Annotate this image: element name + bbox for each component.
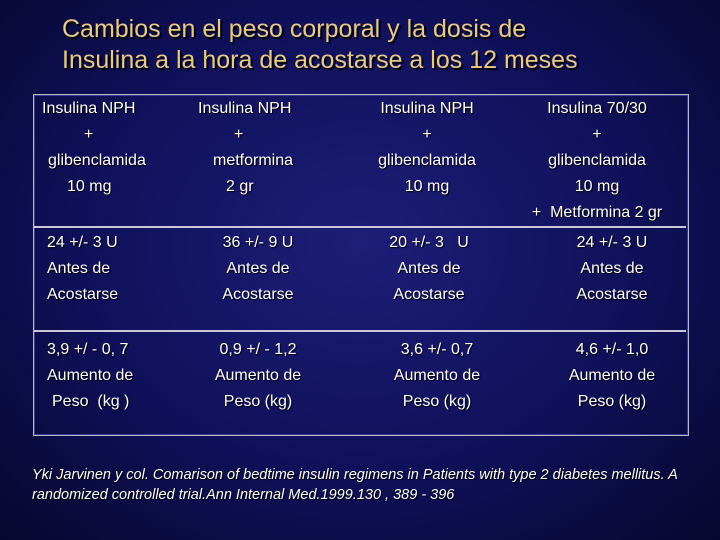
weight-label: Peso (kg) <box>577 393 647 410</box>
comparison-table <box>33 94 689 436</box>
citation: Yki Jarvinen y col. Comarison of bedtime… <box>32 467 678 503</box>
weight-label: Peso (kg ) <box>52 393 130 410</box>
header-col-1: Insulina NPH + glibenclamida 10 mg <box>42 96 146 200</box>
weight-label: Aumento de <box>393 367 481 384</box>
dose-label: Acostarse <box>222 286 294 303</box>
weight-cell-1: 3,9 +/ - 0, 7 Aumento de Peso (kg ) <box>47 337 133 415</box>
header-col-3: Insulina NPH + glibenclamida 10 mg <box>355 96 499 200</box>
row-divider <box>34 330 686 332</box>
dose-cell-4: 24 +/- 3 U Antes de Acostarse <box>560 230 664 308</box>
weight-cell-3: 3,6 +/- 0,7 Aumento de Peso (kg) <box>384 337 490 415</box>
dose-label: Acostarse <box>47 286 119 303</box>
dose-label: Acostarse <box>393 286 465 303</box>
weight-cell-4: 4,6 +/- 1,0 Aumento de Peso (kg) <box>560 337 664 415</box>
dose-value: 36 +/- 9 U <box>222 234 294 251</box>
dose-cell-2: 36 +/- 9 U Antes de Acostarse <box>210 230 306 308</box>
title-line-2: Insulina a la hora de acostarse a los 12… <box>62 46 578 74</box>
header-col-3-line-1: Insulina NPH <box>380 100 474 117</box>
weight-cell-2: 0,9 +/ - 1,2 Aumento de Peso (kg) <box>205 337 311 415</box>
weight-label: Aumento de <box>568 367 656 384</box>
header-col-2: Insulina NPH + metformina 2 gr <box>198 96 293 200</box>
header-col-3-line-4: 10 mg <box>404 178 450 195</box>
weight-label: Peso (kg) <box>223 393 293 410</box>
header-col-2-line-2: + <box>234 126 244 143</box>
header-col-4-line-2: + <box>592 126 602 143</box>
dose-cell-3: 20 +/- 3 U Antes de Acostarse <box>376 230 482 308</box>
header-col-2-line-4: 2 gr <box>226 178 254 195</box>
header-col-4-line-5: + Metformina 2 gr <box>531 204 663 221</box>
dose-label: Acostarse <box>576 286 648 303</box>
weight-label: Aumento de <box>214 367 302 384</box>
header-col-4-line-3: glibenclamida <box>548 152 646 169</box>
header-col-1-line-4: 10 mg <box>67 178 112 195</box>
title-line-1: Cambios en el peso corporal y la dosis d… <box>62 15 527 43</box>
header-col-2-line-3: metformina <box>213 152 294 169</box>
weight-label: Peso (kg) <box>402 393 472 410</box>
header-divider <box>34 226 686 228</box>
header-col-3-line-2: + <box>422 126 432 143</box>
header-col-4-line-1: Insulina 70/30 <box>547 100 647 117</box>
header-col-3-line-3: glibenclamida <box>378 152 476 169</box>
header-col-4-line-4: 10 mg <box>574 178 620 195</box>
dose-label: Antes de <box>226 260 290 277</box>
header-col-1-line-3: glibenclamida <box>48 152 146 169</box>
dose-label: Antes de <box>397 260 461 277</box>
slide-title: Cambios en el peso corporal y la dosis d… <box>62 14 702 76</box>
dose-label: Antes de <box>580 260 644 277</box>
weight-value: 4,6 +/- 1,0 <box>575 341 649 358</box>
dose-cell-1: 24 +/- 3 U Antes de Acostarse <box>47 230 118 308</box>
header-col-1-line-1: Insulina NPH <box>42 100 136 117</box>
weight-label: Aumento de <box>47 367 134 384</box>
dose-value: 24 +/- 3 U <box>576 234 648 251</box>
header-col-4: Insulina 70/30 + glibenclamida 10 mg + M… <box>512 96 682 226</box>
dose-value: 20 +/- 3 U <box>389 234 469 251</box>
dose-label: Antes de <box>47 260 111 277</box>
dose-value: 24 +/- 3 U <box>47 234 118 251</box>
header-col-2-line-1: Insulina NPH <box>198 100 292 117</box>
header-col-1-line-2: + <box>84 126 94 143</box>
weight-value: 3,6 +/- 0,7 <box>400 341 474 358</box>
weight-value: 3,9 +/ - 0, 7 <box>47 341 129 358</box>
weight-value: 0,9 +/ - 1,2 <box>219 341 297 358</box>
